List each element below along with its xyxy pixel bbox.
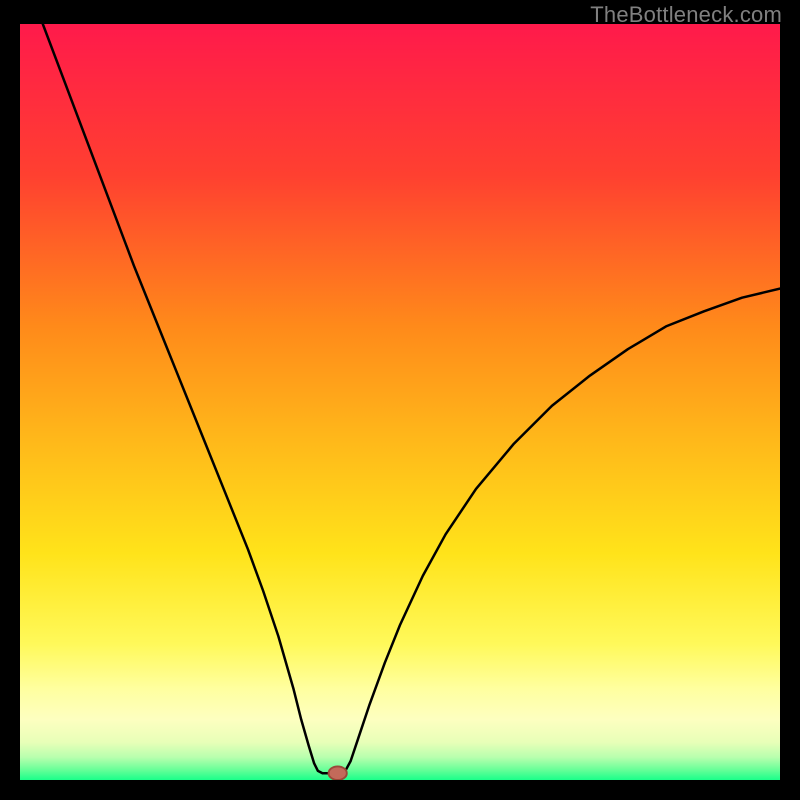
bottleneck-curve-chart [20,24,780,780]
plot-area [20,24,780,780]
chart-container: TheBottleneck.com [0,0,800,800]
optimal-point-marker [329,766,347,780]
gradient-background [20,24,780,780]
